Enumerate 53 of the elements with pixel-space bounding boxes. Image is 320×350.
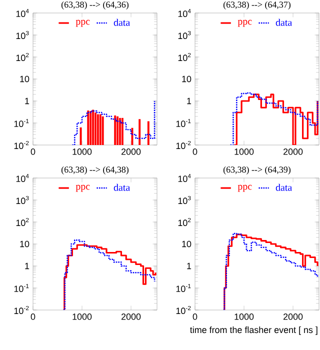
chart-title: (63,38) --> (64,36): [61, 1, 128, 10]
x-tick-label: 0: [30, 148, 36, 155]
y-tick-label: 1: [187, 98, 192, 104]
y-tick-label: 10$^{2}$: [178, 218, 191, 226]
y-tick-label: 10$^{3}$: [16, 196, 29, 204]
y-tick-label: 10$^{-2}$: [14, 140, 29, 150]
chart-title: (63,38) --> (64,39): [223, 166, 291, 174]
y-tick-label: 10$^{3}$: [16, 30, 29, 40]
legend-label: data: [276, 18, 292, 26]
x-axis-title: time from the flasher event [ ns ]: [190, 326, 318, 335]
y-tick-label: 1: [25, 262, 30, 270]
legend-label: ppc: [76, 20, 90, 27]
y-tick-label: 10$^{-1}$: [176, 118, 191, 128]
legend-label: ppc: [238, 184, 252, 192]
y-tick-label: 10$^{2}$: [16, 52, 29, 62]
x-tick-label: 2000: [284, 314, 303, 320]
legend-label: data: [276, 184, 292, 191]
y-tick-label: 10$^{4}$: [178, 174, 191, 182]
y-tick-label: 10: [182, 240, 192, 248]
legend-label: ppc: [76, 184, 90, 192]
x-tick-label: 2000: [122, 148, 141, 155]
y-tick-label: 10: [20, 76, 30, 82]
y-tick-label: 10$^{-1}$: [14, 118, 29, 128]
y-tick-label: 10$^{4}$: [16, 174, 29, 182]
x-tick-label: 2000: [284, 148, 303, 155]
x-tick-label: 1000: [234, 314, 254, 320]
y-tick-label: 10$^{-2}$: [14, 306, 29, 314]
y-tick-label: 1: [187, 262, 192, 270]
y-tick-label: 10$^{-2}$: [176, 140, 191, 150]
x-tick-label: 1000: [234, 148, 254, 155]
chart-title: (63,38) --> (64,37): [223, 1, 291, 10]
y-tick-label: 10$^{4}$: [178, 8, 191, 18]
x-tick-label: 0: [192, 148, 198, 155]
y-tick-label: 10$^{-2}$: [176, 306, 191, 314]
y-tick-label: 10$^{2}$: [16, 218, 29, 226]
legend-label: ppc: [238, 20, 252, 27]
y-tick-label: 10$^{3}$: [178, 196, 191, 204]
legend-label: data: [114, 18, 130, 26]
x-tick-label: 0: [30, 314, 36, 320]
x-tick-label: 1000: [72, 148, 92, 155]
legend-label: data: [114, 184, 130, 191]
y-tick-label: 10$^{-1}$: [14, 284, 29, 292]
x-tick-label: 2000: [122, 314, 141, 320]
x-tick-label: 1000: [72, 314, 92, 320]
y-tick-label: 1: [25, 98, 30, 104]
x-tick-label: 0: [192, 314, 198, 320]
y-tick-label: 10: [20, 240, 30, 248]
y-tick-label: 10$^{4}$: [16, 8, 29, 18]
y-tick-label: 10: [182, 76, 192, 82]
y-tick-label: 10$^{2}$: [178, 52, 191, 62]
y-tick-label: 10$^{-1}$: [176, 284, 191, 292]
chart-title: (63,38) --> (64,38): [61, 166, 128, 174]
y-tick-label: 10$^{3}$: [178, 30, 191, 40]
